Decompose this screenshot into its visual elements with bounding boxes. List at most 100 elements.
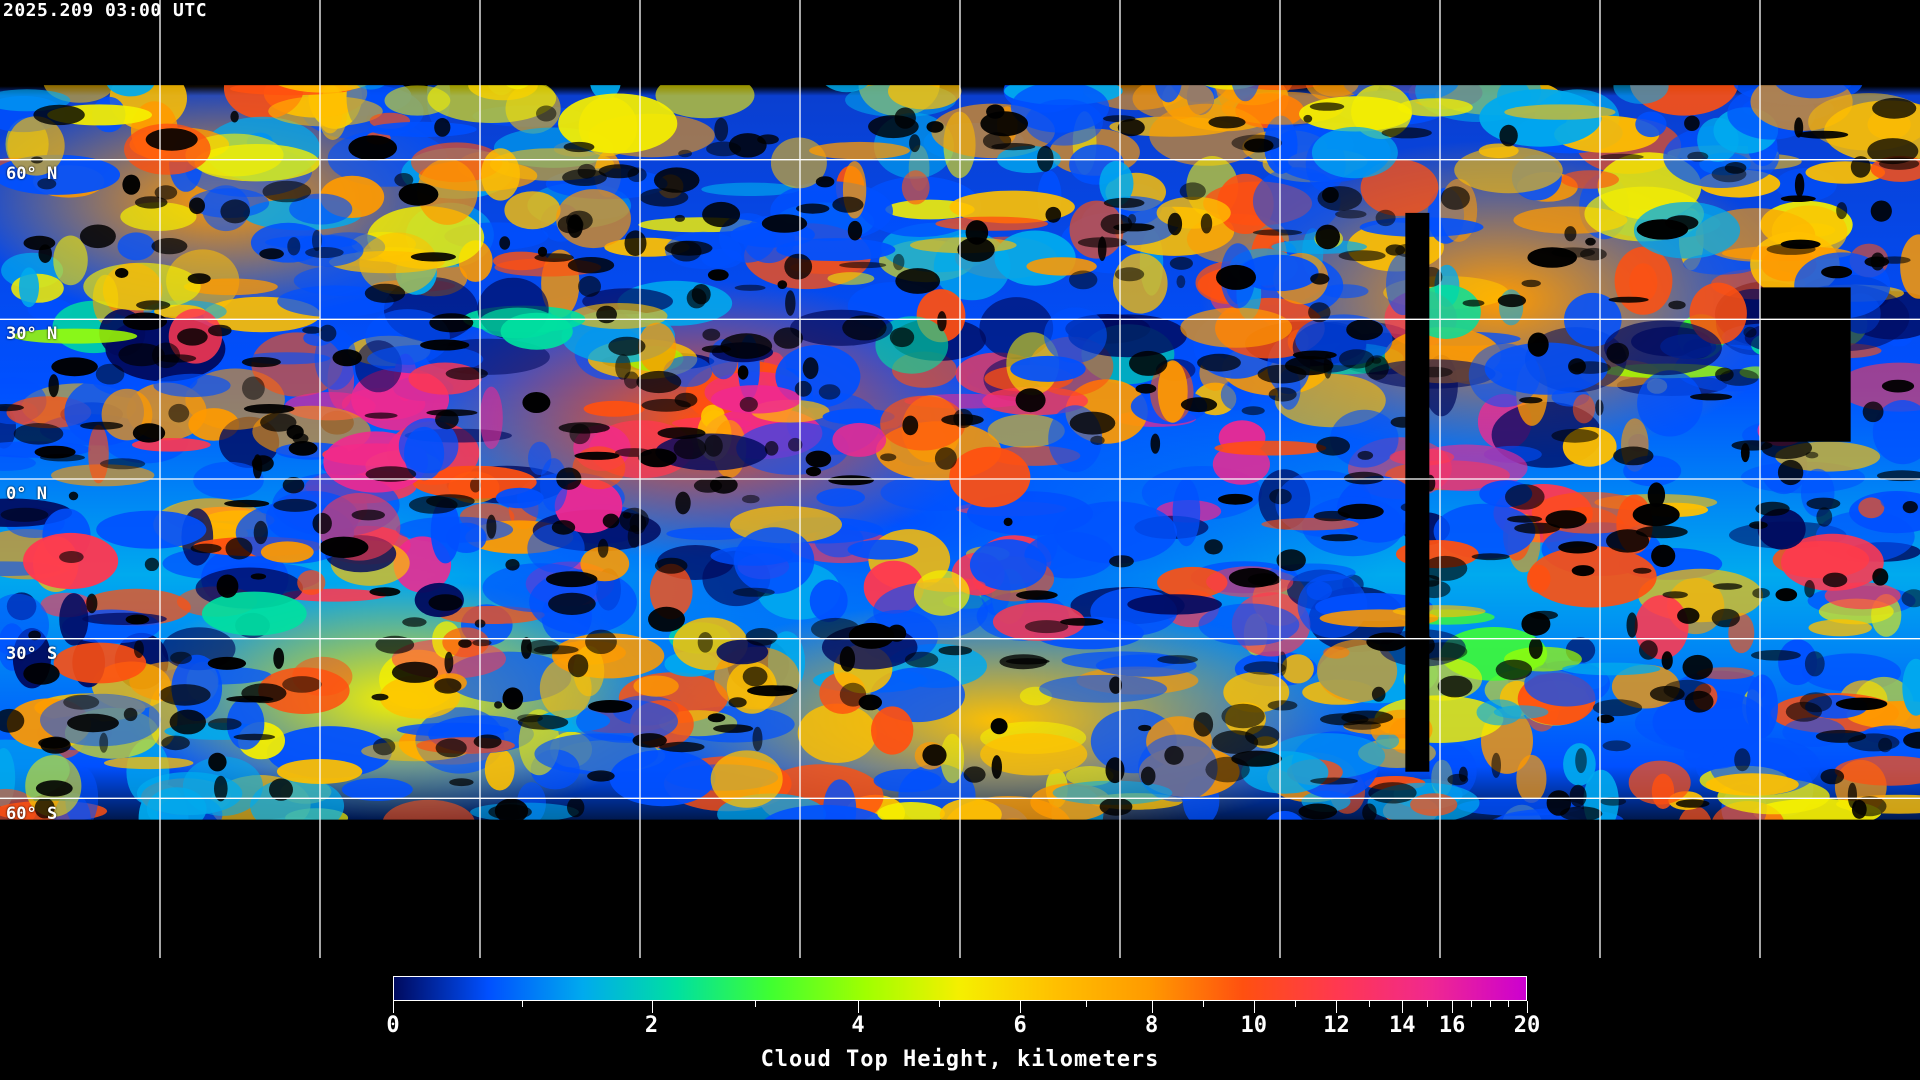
cloud-patch (1497, 79, 1531, 114)
clear-sky-patch (1179, 182, 1206, 200)
clear-sky-patch (1870, 200, 1892, 222)
cloud-patch (427, 73, 557, 124)
clear-sky-patch (893, 253, 905, 271)
clear-sky-patch (1366, 632, 1408, 652)
clear-sky-patch (1635, 525, 1688, 539)
clear-sky-patch (1864, 256, 1890, 268)
cloud-patch (53, 642, 147, 684)
colorbar-minor-tick (1470, 1001, 1472, 1007)
cloud-patch (1705, 773, 1799, 796)
cloud-patch (83, 262, 201, 311)
clear-sky-patch (567, 797, 585, 818)
clear-sky-patch (1546, 790, 1572, 816)
clear-sky-patch (1560, 806, 1603, 821)
clear-sky-patch (40, 453, 85, 462)
clear-sky-patch (678, 149, 692, 158)
clear-sky-patch (1308, 302, 1331, 323)
clear-sky-patch (1462, 299, 1485, 307)
clear-sky-patch (734, 284, 766, 291)
clear-sky-patch (409, 496, 458, 514)
cloud-patch (1214, 440, 1327, 456)
cloud-patch (1376, 733, 1400, 750)
cloud-patch (417, 158, 478, 225)
clear-sky-patch (761, 214, 808, 233)
clear-sky-patch (1245, 725, 1280, 746)
clear-sky-patch (796, 203, 830, 214)
clear-sky-patch (745, 628, 778, 646)
clear-sky-patch (1665, 215, 1699, 231)
cloud-patch (1746, 674, 1778, 739)
clear-sky-patch (1514, 522, 1560, 534)
clear-sky-patch (638, 448, 677, 468)
clear-sky-patch (922, 744, 947, 766)
clear-sky-patch (434, 678, 462, 694)
clear-sky-patch (1519, 397, 1543, 404)
lat-label-60s: 60° S (6, 804, 58, 824)
clear-sky-patch (902, 415, 919, 436)
cloud-patch (1880, 492, 1910, 510)
cloud-patch (201, 591, 307, 636)
cloud-patch (193, 461, 264, 499)
timestamp: 2025.209 03:00 UTC (3, 0, 208, 21)
cloud-patch (873, 768, 942, 793)
cloud-patch (1454, 146, 1563, 194)
clear-sky-patch (1606, 529, 1650, 553)
clear-sky-patch (598, 164, 640, 179)
clear-sky-patch (402, 617, 427, 627)
cloud-patch (318, 85, 348, 140)
cloud-patch (12, 328, 138, 344)
cloud-patch (1198, 603, 1300, 646)
cloud-patch (1652, 690, 1770, 754)
clear-sky-patch (990, 718, 1008, 735)
clear-sky-patch (563, 141, 595, 153)
clear-sky-patch (1440, 186, 1470, 210)
clear-sky-patch (664, 240, 713, 256)
clear-sky-patch (1113, 223, 1155, 232)
colorbar-minor-tick (1489, 1001, 1491, 1007)
clear-sky-patch (707, 269, 729, 281)
clear-sky-patch (38, 244, 52, 263)
clear-sky-patch (608, 336, 646, 356)
clear-sky-patch (259, 248, 284, 260)
cloud-patch (359, 232, 438, 295)
clear-sky-patch (1335, 209, 1367, 219)
clear-sky-patch (675, 491, 691, 515)
cloud-patch (1635, 111, 1667, 138)
clear-sky-patch (624, 230, 647, 256)
clear-sky-patch (546, 571, 598, 588)
clear-sky-patch (169, 709, 206, 735)
clear-sky-patch (1661, 651, 1673, 670)
clear-sky-patch (1015, 388, 1046, 413)
clear-sky-patch (828, 475, 874, 486)
clear-sky-patch (0, 708, 25, 733)
clear-sky-patch (818, 384, 841, 400)
clear-sky-patch (0, 404, 24, 412)
clear-sky-patch (1821, 265, 1853, 279)
clear-sky-patch (208, 752, 227, 772)
clear-sky-patch (1140, 766, 1156, 786)
clear-sky-patch (33, 104, 85, 126)
cloud-patch (733, 527, 815, 594)
clear-sky-patch (1285, 356, 1334, 376)
clear-sky-patch (68, 491, 79, 501)
clear-sky-patch (728, 697, 747, 708)
cloud-patch (1037, 520, 1058, 563)
clear-sky-patch (48, 374, 59, 398)
clear-sky-patch (701, 345, 732, 353)
clear-sky-patch (1804, 651, 1825, 677)
cloud-patch (277, 285, 394, 318)
clear-sky-patch (505, 559, 520, 571)
colorbar-major-tick (1020, 1001, 1022, 1013)
clear-sky-patch (449, 778, 474, 787)
cloud-patch (1468, 343, 1541, 408)
colorbar-minor-tick (1085, 1001, 1087, 1007)
cloud-patch (1902, 658, 1920, 716)
clear-sky-patch (398, 183, 439, 206)
clear-sky-patch (963, 766, 986, 783)
clear-sky-patch (1558, 541, 1598, 554)
clear-sky-patch (895, 268, 941, 294)
clear-sky-patch (1731, 440, 1773, 451)
clear-sky-patch (470, 477, 481, 493)
clear-sky-patch (420, 339, 470, 351)
clear-sky-patch (842, 315, 887, 341)
